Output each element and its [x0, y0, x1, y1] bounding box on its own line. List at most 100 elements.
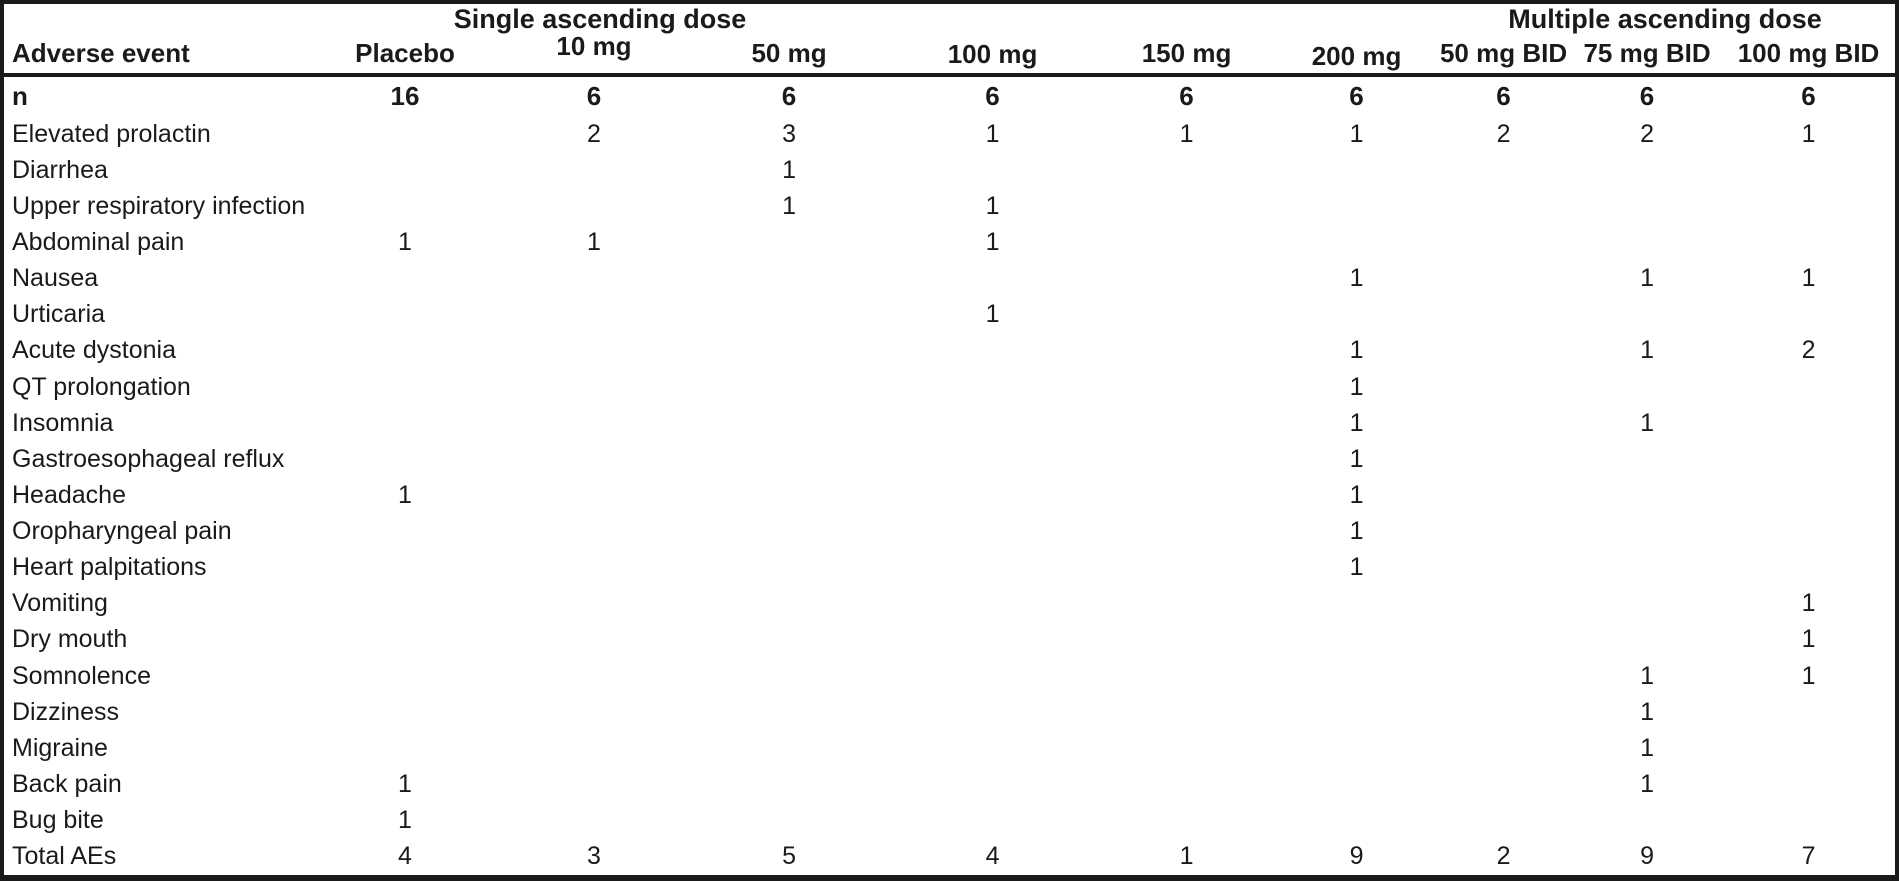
table-cell: [1435, 694, 1572, 730]
table-cell: 4: [985, 842, 1000, 871]
table-cell: [500, 766, 688, 802]
table-cell: [500, 152, 688, 188]
table-cell: [1095, 550, 1278, 586]
table-cell: [1722, 441, 1895, 477]
table-cell: [500, 658, 688, 694]
table-cell: [1278, 658, 1435, 694]
table-cell: [1435, 152, 1572, 188]
table-cell: [310, 152, 500, 188]
table-cell: 6: [586, 81, 602, 112]
table-cell: [310, 550, 500, 586]
table-cell: [1095, 152, 1278, 188]
table-cell: [1435, 586, 1572, 622]
row-label: Headache: [12, 480, 126, 509]
column-header-placebo: Placebo: [310, 35, 500, 77]
table-cell: [688, 766, 890, 802]
table-cell: [688, 297, 890, 333]
table-cell: 2: [1640, 119, 1654, 148]
table-row: Migraine 1: [4, 730, 1895, 766]
table-cell: [310, 369, 500, 405]
table-cell: 3: [587, 842, 601, 871]
table-cell: [500, 297, 688, 333]
table-row: Urticaria 1: [4, 297, 1895, 333]
table-cell: [890, 477, 1095, 513]
table-cell: [890, 622, 1095, 658]
table-cell: [1095, 441, 1278, 477]
table-cell: 1: [1349, 336, 1364, 365]
table-cell: [890, 730, 1095, 766]
table-cell: [688, 224, 890, 260]
table-cell: [1435, 188, 1572, 224]
table-cell: [890, 333, 1095, 369]
table-cell: [1095, 297, 1278, 333]
row-label: Acute dystonia: [12, 336, 176, 365]
group-header-single-ascending-dose: Single ascending dose: [453, 4, 747, 34]
table-cell: [1435, 333, 1572, 369]
table-cell: [890, 694, 1095, 730]
table-cell: [688, 730, 890, 766]
table-row: Back pain 1 1: [4, 766, 1895, 802]
table-cell: [1722, 188, 1895, 224]
table-cell: 1: [1640, 769, 1654, 798]
table-cell: [1095, 333, 1278, 369]
table-cell: [688, 477, 890, 513]
table-cell: [1722, 297, 1895, 333]
column-header-50mg: 50 mg: [688, 35, 891, 77]
table-cell: 1: [1801, 264, 1816, 293]
table-cell: 1: [1179, 842, 1194, 871]
table-cell: [1722, 405, 1895, 441]
table-cell: [688, 333, 890, 369]
table-row: Dry mouth 1: [4, 622, 1895, 658]
table-cell: 6: [1496, 81, 1511, 112]
group-header-spacer: [890, 4, 1435, 35]
column-header-200mg: 200 mg: [1278, 35, 1436, 77]
table-cell: [500, 513, 688, 549]
table-cell: [1435, 297, 1572, 333]
table-cell: [500, 441, 688, 477]
row-label: Diarrhea: [12, 155, 108, 184]
table-row: Vomiting 1: [4, 586, 1895, 622]
table-row: Oropharyngeal pain 1: [4, 513, 1895, 549]
table-row: Bug bite 1: [4, 802, 1895, 838]
table-row: Insomnia 1 1: [4, 405, 1895, 441]
table-cell: 1: [1801, 625, 1816, 654]
row-label: Vomiting: [12, 589, 108, 618]
table-cell: [500, 188, 688, 224]
table-cell: [1722, 730, 1895, 766]
table-cell: [1095, 477, 1278, 513]
table-cell: [310, 333, 500, 369]
table-row: QT prolongation 1: [4, 369, 1895, 405]
table-cell: 1: [1801, 589, 1816, 618]
row-label: Urticaria: [12, 300, 106, 329]
table-cell: [688, 550, 890, 586]
table-cell: [890, 513, 1095, 549]
table-row: Total AEs 4 3 5 4 1 9 2 9 7: [4, 839, 1895, 875]
table-cell: [890, 405, 1095, 441]
table-cell: [1722, 694, 1895, 730]
group-header-row: Single ascending dose Multiple ascending…: [4, 4, 1895, 35]
row-label: Dry mouth: [12, 625, 128, 654]
table-cell: [1435, 369, 1572, 405]
table-cell: [500, 694, 688, 730]
table-cell: 1: [1640, 336, 1654, 365]
table-cell: [1435, 658, 1572, 694]
table-cell: [890, 550, 1095, 586]
table-cell: [310, 297, 500, 333]
table-cell: [1572, 441, 1722, 477]
column-header-10mg: 10 mg: [500, 31, 688, 77]
table-body: n 16 6 6 6 6 6 6 6 6 Elevated prolactin 2 3 1 1 1 2 2 1 Dia…: [4, 75, 1895, 875]
table-cell: [1722, 224, 1895, 260]
table-cell: [1095, 188, 1278, 224]
table-cell: 1: [782, 191, 796, 220]
table-cell: 5: [782, 842, 796, 871]
table-cell: 6: [1639, 81, 1655, 112]
table-cell: 1: [1349, 553, 1364, 582]
table-cell: [688, 586, 890, 622]
table-cell: [1572, 802, 1722, 838]
table-cell: [1095, 730, 1278, 766]
column-header-adverse-event: Adverse event: [4, 35, 310, 77]
table-cell: [310, 188, 500, 224]
table-cell: 9: [1349, 842, 1364, 871]
table-cell: 6: [1179, 81, 1194, 112]
